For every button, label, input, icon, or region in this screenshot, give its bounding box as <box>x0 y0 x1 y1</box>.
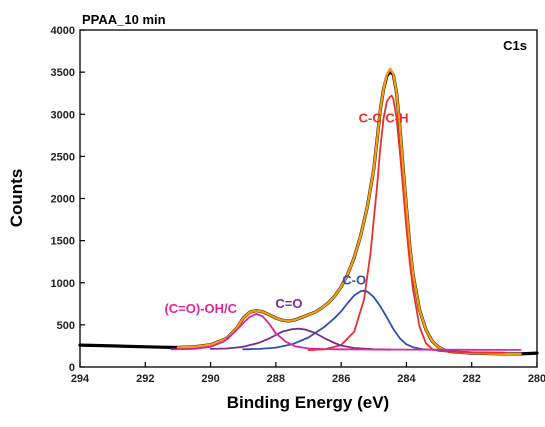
peak-annotation: C-O <box>342 272 366 287</box>
y-tick-label: 3500 <box>51 67 75 79</box>
x-tick-label: 282 <box>463 373 481 385</box>
y-axis-title: Counts <box>7 169 26 228</box>
series-line-1 <box>176 67 522 356</box>
y-tick-label: 3000 <box>51 109 75 121</box>
series-line-0 <box>78 69 539 356</box>
y-tick-label: 1500 <box>51 236 75 248</box>
y-tick-label: 4000 <box>51 25 75 37</box>
core-level-label: C1s <box>503 38 527 53</box>
y-tick-label: 2500 <box>51 151 75 163</box>
y-tick-label: 0 <box>69 362 75 374</box>
x-tick-label: 294 <box>71 373 90 385</box>
y-tick-label: 1000 <box>51 278 75 290</box>
axes-layer: 294 292 290 288 286 284 282 280 0 500 1000 1500 2000… <box>51 25 545 385</box>
x-tick-label: 288 <box>267 373 285 385</box>
series-line-4 <box>209 327 391 351</box>
annotation-layer: C-C/C-H C-O C=O (C=O)-OH/C <box>164 111 408 316</box>
x-tick-label: 290 <box>201 373 219 385</box>
y-tick-label: 500 <box>57 320 75 332</box>
peak-annotation: (C=O)-OH/C <box>164 301 237 316</box>
peak-annotation: C-C/C-H <box>359 111 409 126</box>
peak-annotation: C=O <box>275 296 302 311</box>
x-axis-title: Binding Energy (eV) <box>227 393 389 412</box>
series-line-5 <box>170 313 522 351</box>
x-tick-label: 286 <box>332 373 350 385</box>
chart-title: PPAA_10 min <box>82 12 166 27</box>
x-tick-label: 292 <box>136 373 154 385</box>
x-tick-label: 280 <box>528 373 545 385</box>
y-tick-label: 2000 <box>51 194 75 206</box>
series-layer <box>78 67 539 356</box>
x-tick-label: 284 <box>397 373 416 385</box>
series-line-3 <box>242 289 457 352</box>
